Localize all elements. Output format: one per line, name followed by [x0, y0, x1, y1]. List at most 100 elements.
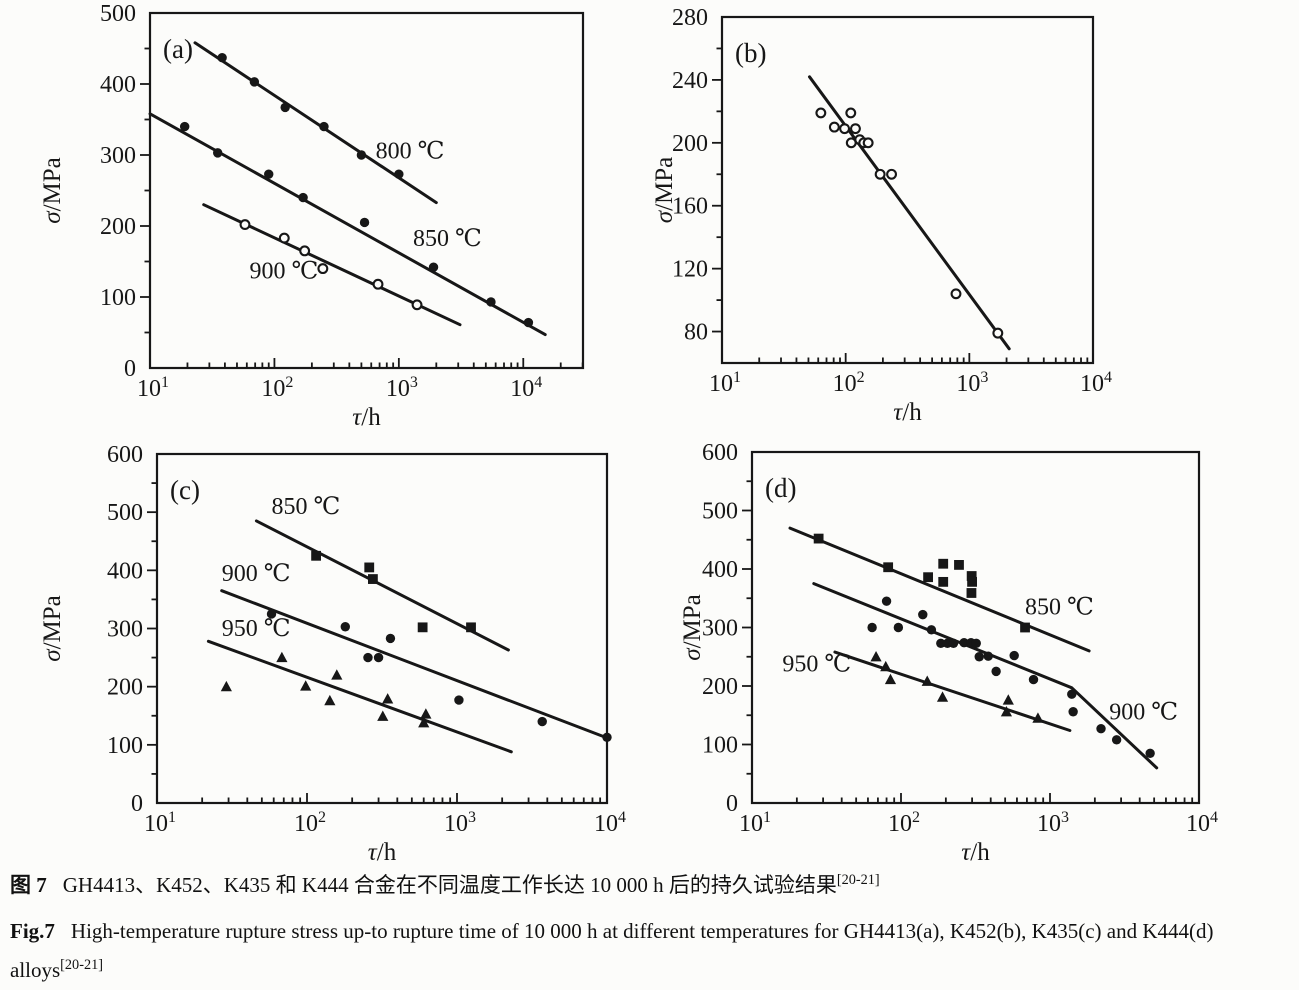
y-tick-labels: 0 100 200 300 400 500 — [100, 1, 136, 382]
x-tick-labels: 101 102 103 104 — [709, 369, 1112, 397]
x-axis-label: τ/h — [368, 839, 397, 866]
marker-filled-circle — [319, 121, 329, 132]
svg-text:500: 500 — [702, 499, 738, 525]
series-850℃: 850 ℃ — [254, 494, 510, 652]
marker-filled-circle — [1067, 689, 1077, 699]
marker-open-circle — [886, 168, 898, 180]
svg-text:200: 200 — [100, 214, 136, 240]
marker-open-circle — [874, 168, 886, 180]
series-label: 850 ℃ — [413, 226, 482, 252]
caption-zh-ref: [20-21] — [836, 872, 880, 888]
marker-filled-square — [364, 562, 375, 573]
svg-text:104: 104 — [1080, 369, 1112, 397]
series-800℃: 800 ℃ — [193, 41, 444, 205]
marker-filled-square — [311, 550, 322, 561]
svg-text:240: 240 — [672, 68, 708, 94]
series-label: 900 ℃ — [222, 561, 291, 587]
marker-filled-triangle — [418, 716, 430, 728]
marker-filled-circle — [454, 695, 464, 705]
svg-text:102: 102 — [261, 374, 293, 402]
marker-filled-circle — [1111, 735, 1122, 745]
x-axis-label: τ/h — [352, 404, 381, 431]
marker-filled-circle — [936, 638, 946, 648]
chart-panel-a: 101 102 103 104 0 100 200 300 400 500 τ/h σ/MPa (a) 8… — [39, 1, 585, 431]
y-axis-ticks — [147, 482, 157, 775]
marker-open-circle — [950, 288, 962, 300]
x-axis-ticks — [156, 793, 608, 803]
svg-text:102: 102 — [294, 809, 326, 837]
svg-text:100: 100 — [702, 733, 738, 759]
marker-filled-square — [966, 588, 977, 598]
marker-filled-circle — [959, 638, 969, 648]
marker-open-circle — [850, 123, 861, 135]
svg-text:400: 400 — [107, 558, 143, 584]
marker-filled-triangle — [1000, 705, 1013, 717]
y-tick-labels: 0 100 200 300 400 500 600 — [107, 442, 143, 817]
series-850℃: 850 ℃ — [788, 526, 1094, 653]
marker-open-circle — [828, 121, 840, 133]
y-axis-ticks — [140, 47, 150, 334]
marker-filled-circle — [373, 652, 384, 663]
svg-text:104: 104 — [594, 809, 626, 837]
series-label: 900 ℃ — [249, 259, 318, 285]
marker-filled-triangle — [300, 680, 312, 691]
svg-text:103: 103 — [444, 809, 476, 837]
svg-text:102: 102 — [888, 809, 920, 837]
x-axis-label: τ/h — [961, 839, 990, 866]
marker-filled-square — [966, 571, 977, 581]
marker-filled-triangle — [420, 708, 432, 719]
series-900℃: 900 ℃ — [202, 203, 462, 327]
svg-text:100: 100 — [107, 733, 143, 759]
x-tick-labels: 101 102 103 104 — [137, 374, 542, 402]
svg-text:101: 101 — [739, 809, 771, 837]
marker-filled-circle — [948, 638, 959, 648]
marker-filled-circle — [602, 732, 612, 742]
marker-filled-triangle — [884, 673, 897, 685]
marker-filled-circle — [926, 625, 937, 635]
marker-filled-circle — [179, 121, 190, 132]
y-tick-labels: 0 100 200 300 400 500 600 — [702, 440, 738, 817]
marker-open-circle — [239, 219, 251, 231]
marker-filled-circle — [1068, 707, 1078, 717]
y-tick-labels: 80 120 160 200 240 280 — [672, 5, 708, 346]
svg-text:300: 300 — [702, 616, 738, 642]
x-axis-label: τ/h — [893, 399, 922, 426]
x-axis-ticks — [721, 353, 1094, 363]
marker-filled-square — [367, 574, 378, 584]
svg-text:500: 500 — [100, 1, 136, 27]
svg-text:300: 300 — [107, 617, 143, 643]
marker-filled-triangle — [276, 651, 288, 663]
marker-filled-circle — [1009, 650, 1019, 661]
svg-text:104: 104 — [1186, 809, 1218, 837]
y-axis-label: σ/MPa — [39, 595, 66, 662]
plot-frame — [148, 11, 585, 370]
marker-filled-circle — [264, 169, 274, 179]
svg-text:103: 103 — [386, 374, 418, 402]
marker-filled-circle — [280, 102, 290, 113]
svg-text:600: 600 — [702, 440, 738, 466]
panel-tag-b: (b) — [735, 38, 766, 68]
panel-tag-a: (a) — [163, 34, 193, 64]
series-label: 850 ℃ — [1025, 595, 1094, 621]
marker-filled-triangle — [1002, 694, 1014, 705]
marker-filled-square — [938, 558, 949, 569]
marker-filled-circle — [537, 716, 547, 727]
marker-filled-circle — [266, 609, 277, 619]
svg-text:500: 500 — [107, 500, 143, 526]
marker-open-circle — [845, 107, 857, 119]
marker-filled-triangle — [1032, 712, 1044, 723]
y-axis-ticks — [712, 47, 722, 333]
marker-filled-triangle — [870, 650, 882, 662]
marker-filled-square — [466, 622, 476, 633]
series-950℃: 950 ℃ — [206, 616, 513, 754]
marker-filled-square — [938, 576, 949, 587]
series-900℃: 900 ℃ — [220, 561, 612, 742]
marker-open-circle — [278, 232, 290, 244]
series-label: 950 ℃ — [222, 616, 291, 642]
marker-filled-circle — [918, 609, 928, 620]
marker-filled-circle — [1028, 674, 1039, 685]
caption-en-label: Fig.7 — [10, 918, 55, 943]
marker-filled-square — [417, 622, 428, 633]
svg-text:280: 280 — [672, 5, 708, 31]
